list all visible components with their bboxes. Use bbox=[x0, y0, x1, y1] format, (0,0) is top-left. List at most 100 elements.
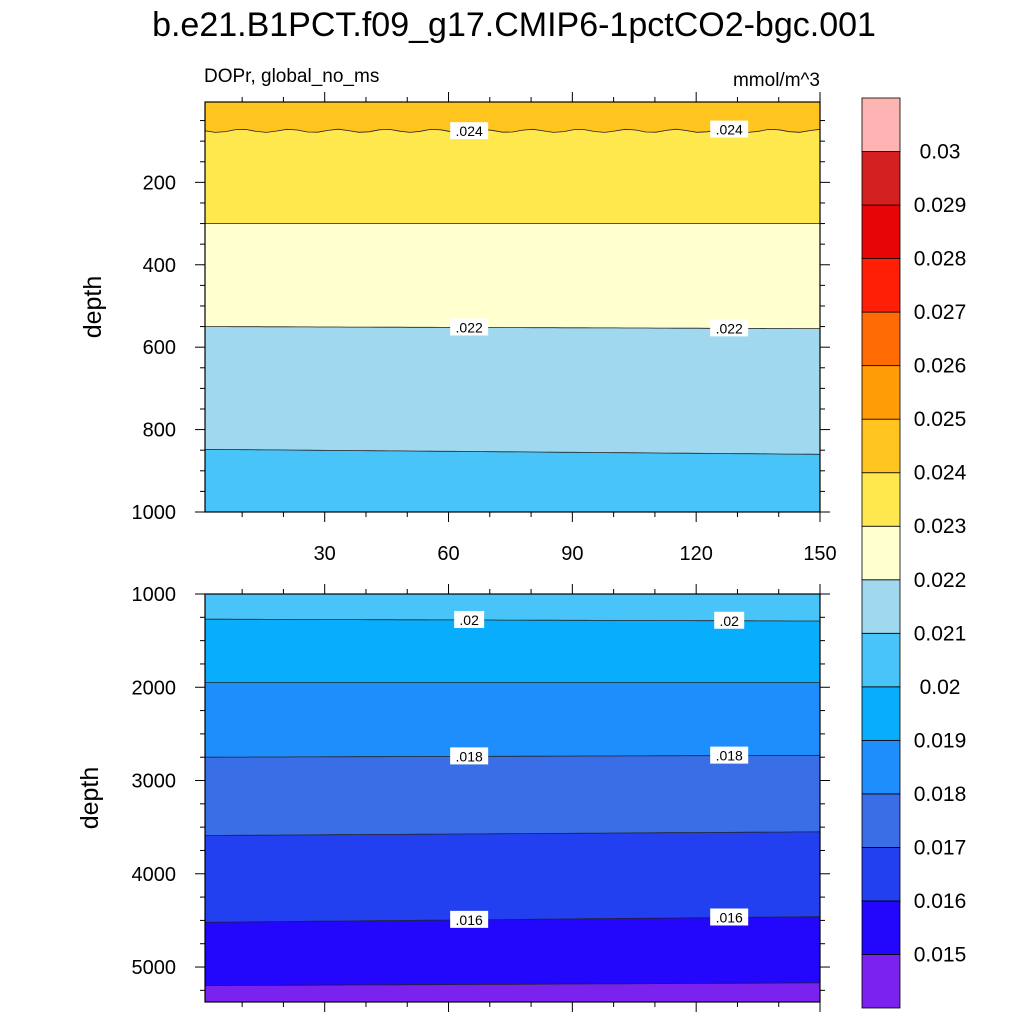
colorbar-label: 0.02 bbox=[920, 676, 961, 699]
lower-contour-labels: .02 .02 .018 .018 .016 .016 bbox=[450, 610, 749, 928]
contour-label: .02 bbox=[454, 610, 485, 628]
colorbar-label: 0.022 bbox=[914, 569, 967, 592]
contour-band-5 bbox=[205, 831, 820, 923]
lower-filled-bands bbox=[205, 594, 820, 1002]
y-tick-label: 3000 bbox=[132, 771, 177, 793]
x-tick-label: 150 bbox=[803, 543, 836, 565]
upper-plot-frame bbox=[204, 101, 821, 513]
x-tick-label: 120 bbox=[679, 543, 712, 565]
x-tick-label: 30 bbox=[314, 543, 336, 565]
colorbar-swatch bbox=[861, 204, 901, 259]
colorbar-swatch bbox=[861, 686, 901, 741]
contour-label: .018 bbox=[450, 747, 489, 765]
y-tick-label: 400 bbox=[143, 255, 176, 277]
contour-band-2 bbox=[205, 129, 820, 224]
y-tick-label: 600 bbox=[143, 337, 176, 359]
colorbar-label: 0.028 bbox=[914, 248, 967, 271]
colorbar-swatch bbox=[861, 525, 901, 581]
y-tick-label: 800 bbox=[143, 420, 176, 442]
contour-band-3 bbox=[205, 223, 820, 329]
contour-label: .016 bbox=[450, 910, 489, 928]
colorbar-label: 0.017 bbox=[914, 836, 967, 859]
colorbar-swatch bbox=[861, 151, 901, 206]
lower-y-axis-label: depth bbox=[76, 767, 104, 830]
lower-panel: .02 .02 .018 .018 .016 .016 1000 2000 3000 4000 5… bbox=[76, 584, 830, 1012]
upper-axis-ticks: 30 60 90 120 150 200 400 600 800 1000 bbox=[132, 92, 837, 565]
colorbar-swatch bbox=[861, 418, 901, 474]
colorbar-swatch bbox=[861, 365, 901, 420]
colorbar-label: 0.016 bbox=[914, 890, 967, 913]
contour-label: .022 bbox=[450, 318, 489, 336]
svg-text:.024: .024 bbox=[716, 122, 743, 138]
colorbar-swatch bbox=[861, 847, 901, 902]
colorbar-label: 0.025 bbox=[914, 408, 967, 431]
colorbar-label: 0.03 bbox=[920, 141, 961, 164]
contour-band-3 bbox=[205, 682, 820, 758]
colorbar-swatch bbox=[861, 579, 901, 634]
y-tick-label: 1000 bbox=[132, 584, 177, 606]
units-subtitle: mmol/m^3 bbox=[733, 70, 820, 91]
contour-band-5 bbox=[205, 449, 820, 512]
contour-band-1 bbox=[205, 102, 820, 133]
contour-band-1 bbox=[205, 594, 820, 621]
colorbar-label: 0.027 bbox=[914, 301, 967, 324]
y-tick-label: 200 bbox=[143, 172, 176, 194]
left-subtitle: DOPr, global_no_ms bbox=[204, 66, 379, 87]
x-tick-label: 60 bbox=[437, 543, 459, 565]
x-tick-label: 90 bbox=[561, 543, 583, 565]
contour-label: .02 bbox=[714, 611, 745, 629]
colorbar-label: 0.026 bbox=[914, 355, 967, 378]
colorbar-label: 0.024 bbox=[914, 462, 967, 485]
svg-text:.02: .02 bbox=[719, 613, 739, 629]
colorbar-label: 0.021 bbox=[914, 622, 967, 645]
colorbar-label: 0.015 bbox=[914, 943, 967, 966]
svg-text:.024: .024 bbox=[456, 123, 483, 139]
upper-y-axis-label: depth bbox=[79, 276, 107, 339]
colorbar-label: 0.029 bbox=[914, 194, 967, 217]
upper-panel: .024 .024 .022 .022 30 60 90 120 150 200 400 600 80… bbox=[79, 92, 837, 565]
svg-text:.016: .016 bbox=[716, 909, 743, 925]
y-tick-label: 2000 bbox=[132, 677, 177, 699]
svg-text:.018: .018 bbox=[716, 748, 743, 764]
contour-line-0.015 bbox=[204, 982, 820, 987]
colorbar-label: 0.019 bbox=[914, 729, 967, 752]
svg-text:.018: .018 bbox=[456, 748, 483, 764]
contour-line-0.021 bbox=[205, 448, 821, 455]
contour-label: .024 bbox=[710, 120, 749, 138]
contour-label: .016 bbox=[710, 908, 749, 926]
colorbar-swatch bbox=[861, 258, 901, 313]
contour-band-4 bbox=[205, 326, 820, 455]
svg-text:.016: .016 bbox=[456, 912, 483, 928]
colorbar-label: 0.023 bbox=[914, 515, 967, 538]
contour-band-7 bbox=[205, 982, 820, 1002]
contour-band-2 bbox=[205, 619, 820, 683]
contour-label: .022 bbox=[710, 319, 749, 337]
colorbar-label: 0.018 bbox=[914, 783, 967, 806]
colorbar-swatch bbox=[861, 793, 901, 848]
chart-title: b.e21.B1PCT.f09_g17.CMIP6-1pctCO2-bgc.00… bbox=[152, 6, 876, 44]
svg-text:.022: .022 bbox=[716, 320, 743, 336]
colorbar-swatch bbox=[861, 900, 901, 955]
y-tick-label: 1000 bbox=[132, 502, 177, 524]
svg-text:.02: .02 bbox=[459, 612, 479, 628]
colorbar-swatch bbox=[861, 954, 901, 1009]
contour-line-0.017 bbox=[205, 831, 821, 836]
colorbar-swatch bbox=[861, 472, 901, 527]
svg-text:.022: .022 bbox=[456, 319, 483, 335]
lower-axis-ticks: 1000 2000 3000 4000 5000 bbox=[132, 584, 830, 1012]
colorbar-swatch bbox=[861, 632, 901, 688]
lower-plot-frame bbox=[204, 593, 821, 1003]
colorbar: 0.015 0.016 0.017 0.018 0.019 0.02 0.021 0.022 0… bbox=[861, 97, 967, 1009]
contour-label: .018 bbox=[710, 746, 749, 764]
colorbar-swatch bbox=[861, 97, 901, 152]
contour-label: .024 bbox=[450, 122, 489, 140]
contour-band-6 bbox=[205, 916, 820, 986]
colorbar-swatch bbox=[861, 739, 901, 795]
y-tick-label: 4000 bbox=[132, 864, 177, 886]
y-tick-label: 5000 bbox=[132, 957, 177, 979]
upper-contour-labels: .024 .024 .022 .022 bbox=[450, 120, 749, 337]
contour-band-4 bbox=[205, 755, 820, 836]
upper-filled-bands bbox=[205, 102, 820, 512]
colorbar-swatch bbox=[861, 311, 901, 367]
